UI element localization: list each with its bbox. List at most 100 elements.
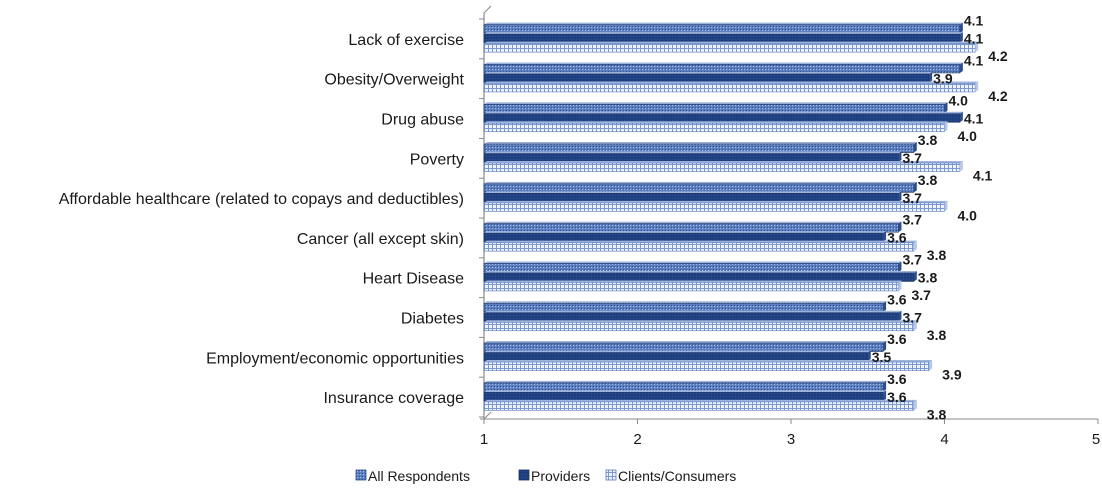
bar-all-respondents bbox=[483, 62, 963, 74]
data-label-all-respondents: 3.7 bbox=[902, 251, 922, 267]
bar-face bbox=[483, 232, 884, 242]
x-tick-label: 4 bbox=[940, 431, 948, 448]
bar-clients-consumers bbox=[483, 41, 979, 53]
x-tick-label: 1 bbox=[480, 431, 488, 448]
legend-swatch bbox=[355, 469, 367, 481]
bar-face bbox=[483, 302, 884, 313]
bar-top-face bbox=[484, 41, 979, 44]
data-label-all-respondents: 3.8 bbox=[918, 132, 938, 148]
bar-top-face bbox=[484, 221, 902, 224]
bar-top-face bbox=[484, 341, 887, 344]
axis-depth-top bbox=[483, 5, 492, 14]
bar-all-respondents bbox=[483, 380, 887, 392]
bar-top-face bbox=[484, 62, 963, 65]
category-label: Poverty bbox=[410, 151, 464, 168]
bar-face bbox=[483, 361, 930, 371]
bar-top-face bbox=[484, 161, 963, 164]
bar-all-respondents bbox=[483, 221, 902, 233]
bar-side-face bbox=[913, 240, 917, 252]
bar-face bbox=[483, 113, 961, 123]
bar-side-face bbox=[898, 261, 902, 272]
data-label-clients-consumers: 3.8 bbox=[927, 247, 947, 263]
category-label: Employment/economic opportunities bbox=[206, 350, 464, 367]
category-label: Cancer (all except skin) bbox=[297, 231, 464, 248]
bar-side-face bbox=[975, 81, 979, 92]
bar-top-face bbox=[484, 399, 917, 402]
bar-face bbox=[483, 382, 884, 392]
bar-all-respondents bbox=[483, 22, 963, 34]
data-label-clients-consumers: 4.0 bbox=[958, 128, 978, 144]
bar-top-face bbox=[484, 142, 917, 145]
data-label-all-respondents: 4.1 bbox=[964, 13, 984, 29]
bar-top-face bbox=[484, 240, 917, 243]
category-label: Lack of exercise bbox=[348, 32, 464, 49]
bar-face bbox=[483, 43, 976, 53]
legend-swatch bbox=[518, 469, 530, 481]
bar-side-face bbox=[913, 399, 917, 411]
bar-face bbox=[483, 342, 884, 352]
bar-all-respondents bbox=[483, 341, 887, 352]
data-label-providers: 4.1 bbox=[964, 31, 984, 47]
bar-face bbox=[483, 401, 915, 411]
bar-side-face bbox=[898, 310, 902, 322]
bar-top-face bbox=[484, 71, 933, 74]
legend-swatch bbox=[605, 469, 617, 481]
bar-top-face bbox=[484, 200, 948, 203]
bar-side-face bbox=[944, 102, 948, 113]
bar-side-face bbox=[883, 380, 887, 392]
bar-side-face bbox=[944, 121, 948, 132]
bar-face bbox=[483, 272, 915, 282]
bar-clients-consumers bbox=[483, 121, 948, 133]
bar-side-face bbox=[959, 22, 963, 34]
data-label-providers: 3.5 bbox=[872, 349, 892, 365]
bar-side-face bbox=[959, 32, 963, 43]
bar-providers bbox=[483, 231, 887, 242]
bar-providers bbox=[483, 191, 902, 203]
data-label-providers: 3.8 bbox=[918, 269, 938, 285]
data-label-providers: 3.7 bbox=[902, 190, 922, 206]
bar-all-respondents bbox=[483, 261, 902, 273]
bar-face bbox=[483, 33, 961, 43]
bar-top-face bbox=[484, 32, 963, 35]
bar-side-face bbox=[913, 320, 917, 331]
bar-top-face bbox=[484, 102, 948, 105]
bar-all-respondents bbox=[483, 142, 917, 153]
bar-side-face bbox=[898, 151, 902, 163]
legend-item-providers: Providers bbox=[518, 468, 590, 484]
bar-face bbox=[483, 223, 899, 233]
bars bbox=[483, 22, 979, 411]
bar-top-face bbox=[484, 380, 887, 383]
bar-clients-consumers bbox=[483, 81, 979, 93]
bar-side-face bbox=[883, 390, 887, 401]
data-label-clients-consumers: 4.1 bbox=[973, 168, 993, 184]
data-label-all-respondents: 4.1 bbox=[964, 52, 984, 68]
bar-side-face bbox=[898, 191, 902, 202]
bar-providers bbox=[483, 151, 902, 163]
bar-clients-consumers bbox=[483, 399, 917, 411]
bar-top-face bbox=[484, 231, 887, 234]
bar-face bbox=[483, 162, 961, 172]
bar-face bbox=[483, 103, 945, 114]
category-label: Affordable healthcare (related to copays… bbox=[59, 191, 464, 208]
bar-face bbox=[483, 392, 884, 402]
category-label: Insurance coverage bbox=[323, 390, 464, 407]
bar-top-face bbox=[484, 121, 948, 124]
bar-top-face bbox=[484, 111, 963, 114]
bar-side-face bbox=[883, 341, 887, 352]
bar-side-face bbox=[867, 350, 871, 362]
bar-face bbox=[483, 312, 899, 322]
bar-face bbox=[483, 122, 945, 133]
data-label-clients-consumers: 3.8 bbox=[927, 406, 947, 422]
data-label-all-respondents: 3.6 bbox=[887, 291, 907, 307]
bar-face bbox=[483, 282, 899, 292]
legend-label: Clients/Consumers bbox=[618, 468, 736, 484]
data-label-all-respondents: 3.6 bbox=[887, 331, 907, 347]
bar-top-face bbox=[484, 280, 902, 283]
bar-providers bbox=[483, 270, 917, 282]
data-label-providers: 4.1 bbox=[964, 110, 984, 126]
bar-top-face bbox=[484, 320, 917, 323]
bar-face bbox=[483, 143, 915, 153]
bar-side-face bbox=[959, 62, 963, 73]
bar-side-face bbox=[883, 301, 887, 312]
category-label: Diabetes bbox=[401, 311, 464, 328]
